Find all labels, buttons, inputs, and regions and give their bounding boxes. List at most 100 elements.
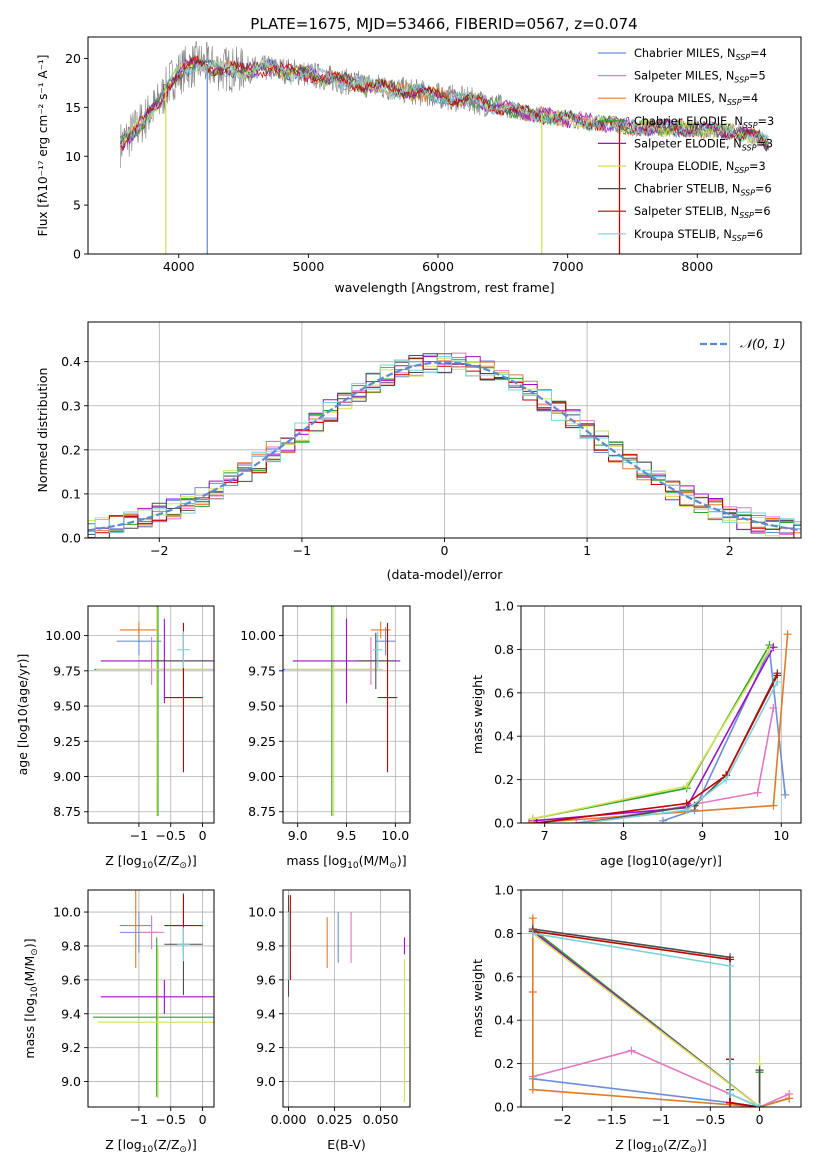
y-tick-label: 0.0 [61,531,81,546]
plot-age_vs_Z: −1 −0.5 0 8.75 9.00 9.25 9.50 9.75 10.00 Z [log10… [15,605,215,871]
x-tick-label: 0.050 [363,1112,399,1127]
y-axis-label: mass [log10(M/M⊙)] [22,938,40,1058]
marker-kroupa-elodie [765,645,774,654]
y-tick-label: 0.6 [494,969,514,984]
x-tick-label: −1.5 [597,1112,627,1127]
x-tick-label: 8000 [681,259,713,274]
y-tick-label: 9.8 [256,938,276,953]
y-tick-label: 9.4 [61,1006,81,1021]
x-axis-label: E(B-V) [327,1137,366,1152]
x-tick-label: −0.5 [156,828,186,843]
x-tick-label: −2 [150,543,168,558]
y-tick-label: 9.8 [61,938,81,953]
y-tick-label: 9.75 [248,663,276,678]
data-layer [93,890,214,1099]
x-axis-label: Z [log10(Z/Z⊙)] [615,1137,706,1155]
plot-frame [282,889,411,1108]
y-tick-label: 0.8 [494,926,514,941]
y-tick-label: 10.00 [45,628,81,643]
legend-label: 𝒩(0, 1) [740,336,786,351]
x-axis-label: Z [log10(Z/Z⊙)] [105,853,196,871]
y-tick-label: 10.0 [53,905,81,920]
x-axis-label: age [log10(age/yr)] [600,853,722,868]
y-tick-label: 9.25 [53,734,81,749]
legend-label: Chabrier MILES, NSSP=4 [634,47,767,62]
x-tick-label: −2 [553,1112,571,1127]
y-tick-label: 0 [73,247,81,262]
y-tick-label: 0.8 [494,642,514,657]
y-tick-label: 10 [65,149,81,164]
x-tick-label: −0.5 [695,1112,725,1127]
x-tick-label: −1 [130,828,148,843]
marker-kroupa-miles [528,1085,537,1094]
data-layer [283,606,401,816]
legend-label: Salpeter STELIB, NSSP=6 [634,205,771,220]
y-tick-label: 9.50 [53,699,81,714]
marker-salpeter-stelib [726,1098,735,1107]
data-layer [94,606,214,816]
plot-mass_vs_ebv: 0.000 0.025 0.050 9.0 9.2 9.4 9.6 9.8 10.0 E(B-V) [248,889,411,1152]
plot-frame [87,321,802,539]
marker-kroupa-stelib [755,1103,764,1107]
marker-kroupa-elodie [528,814,537,823]
data-layer [528,914,794,1107]
y-tick-label: 0.2 [494,772,514,787]
y-tick-label: 0.3 [61,398,81,413]
marker-kroupa-miles [528,914,537,923]
plot-frame [87,605,215,824]
x-tick-label: 1 [583,543,591,558]
marker-kroupa-stelib [722,775,731,784]
legend-label: Chabrier ELODIE, NSSP=3 [634,115,774,130]
y-tick-label: 9.25 [248,734,276,749]
y-axis-label: mass weight [470,675,485,754]
x-tick-label: −1 [652,1112,670,1127]
marker-kroupa-stelib [773,677,782,686]
y-tick-label: 9.00 [53,769,81,784]
marker-kroupa-stelib [528,929,537,938]
y-tick-label: 5 [73,198,81,213]
marker-kroupa-miles [785,1094,794,1103]
plot-massweight_vs_Z: −2 −1.5 −1 −0.5 0 0.0 0.2 0.4 0.6 0.8 1.0 Z [log10(… [470,883,802,1155]
series-kroupa-stelib [583,681,779,823]
y-tick-label: 0.0 [494,1100,514,1115]
plot-area [521,606,801,823]
x-tick-label: 5000 [292,259,324,274]
plot-frame [520,889,802,1108]
x-tick-label: 7000 [552,259,584,274]
y-tick-label: 0.0 [494,816,514,831]
y-tick-label: 10.00 [240,628,276,643]
x-tick-label: 0.000 [271,1112,307,1127]
plot-area [88,606,214,823]
marker-chabrier-stelib [755,1066,764,1075]
y-tick-label: 0.4 [61,354,81,369]
data-layer [287,895,406,1102]
y-tick-label: 8.75 [53,804,81,819]
y-tick-label: 8.75 [248,804,276,819]
plot-massweight_vs_age: 7 8 9 10 0.0 0.2 0.4 0.6 0.8 1.0 age [log10(age/yr… [470,599,802,868]
hist-kroupa-elodie [88,357,801,538]
normal-curve [88,360,801,532]
y-tick-label: 9.2 [61,1040,81,1055]
marker-salpeter-miles [769,703,778,712]
marker-chabrier-miles [658,816,667,823]
marker-salpeter-miles [627,1046,636,1055]
x-tick-label: 0 [756,1112,764,1127]
y-axis-label: age [log10(age/yr)] [15,654,30,776]
x-tick-label: 9 [698,828,706,843]
y-tick-label: 1.0 [494,599,514,614]
x-tick-label: 9.0 [288,828,308,843]
marker-kroupa-elodie [682,782,691,791]
series-salpeter-stelib [536,675,779,823]
marker-kroupa-stelib [726,1089,735,1098]
x-tick-label: 2 [726,543,734,558]
plot-residuals: −2 −1 0 1 2 0.0 0.1 0.2 0.3 0.4 (data-model)/error… [35,321,802,582]
legend-label: Salpeter MILES, NSSP=5 [634,70,766,85]
legend-label: Kroupa STELIB, NSSP=6 [634,228,763,243]
series-salpeter-miles [532,1049,790,1107]
data-layer [88,352,801,538]
plot-spectrum: 4000 5000 6000 7000 8000 0 5 10 15 20 wavelength [… [36,36,802,295]
y-tick-label: 9.0 [61,1074,81,1089]
plot-frame [520,605,802,824]
plot-frame [282,605,411,824]
y-tick-label: 0.2 [494,1056,514,1071]
